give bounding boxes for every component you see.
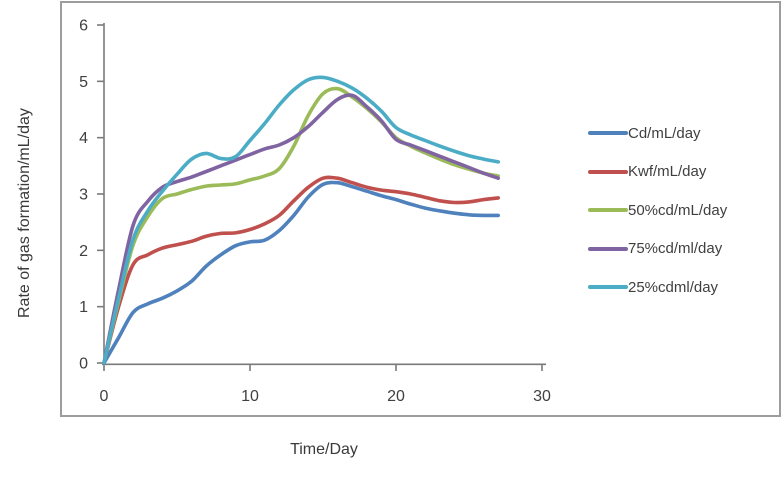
- legend-item: 75%cd/ml/day: [588, 230, 727, 269]
- y-tick-label: 4: [79, 130, 88, 147]
- series-line: [102, 180, 500, 365]
- chart-frame: [60, 1, 781, 417]
- legend-label: Cd/mL/day: [628, 124, 701, 142]
- y-axis-title: Rate of gas formation/mL/day: [16, 108, 33, 318]
- legend-line-swatch: [588, 285, 628, 290]
- series-line: [102, 175, 500, 365]
- legend: Cd/mL/day Kwf/mL/day 50%cd/mL/day 75%cd/…: [588, 114, 727, 307]
- legend-label: 75%cd/ml/day: [628, 240, 723, 258]
- legend-line-swatch: [588, 208, 628, 213]
- series-line: [102, 86, 500, 365]
- legend-label: 50%cd/mL/day: [628, 201, 728, 219]
- x-tick-label: 20: [387, 388, 405, 405]
- legend-item: 25%cdml/day: [588, 268, 727, 307]
- legend-item: Kwf/mL/day: [588, 153, 727, 192]
- legend-line-swatch: [588, 246, 628, 251]
- legend-label: 25%cdml/day: [628, 278, 719, 296]
- y-tick-label: 5: [79, 74, 88, 91]
- legend-label: Kwf/mL/day: [628, 163, 707, 181]
- legend-item: Cd/mL/day: [588, 114, 727, 153]
- y-tick-label: 1: [79, 299, 88, 316]
- series-line: [102, 93, 500, 365]
- y-tick-label: 3: [79, 187, 88, 204]
- y-tick-label: 6: [79, 18, 88, 35]
- x-tick-label: 30: [533, 388, 551, 405]
- x-axis-title: Time/Day: [290, 441, 358, 458]
- series-line: [102, 75, 500, 365]
- legend-item: 50%cd/mL/day: [588, 191, 727, 230]
- x-tick-label: 10: [241, 388, 259, 405]
- y-tick-label: 2: [79, 243, 88, 260]
- legend-line-swatch: [588, 131, 628, 136]
- y-tick-label: 0: [79, 356, 88, 373]
- x-tick-label: 0: [100, 388, 109, 405]
- legend-line-swatch: [588, 169, 628, 174]
